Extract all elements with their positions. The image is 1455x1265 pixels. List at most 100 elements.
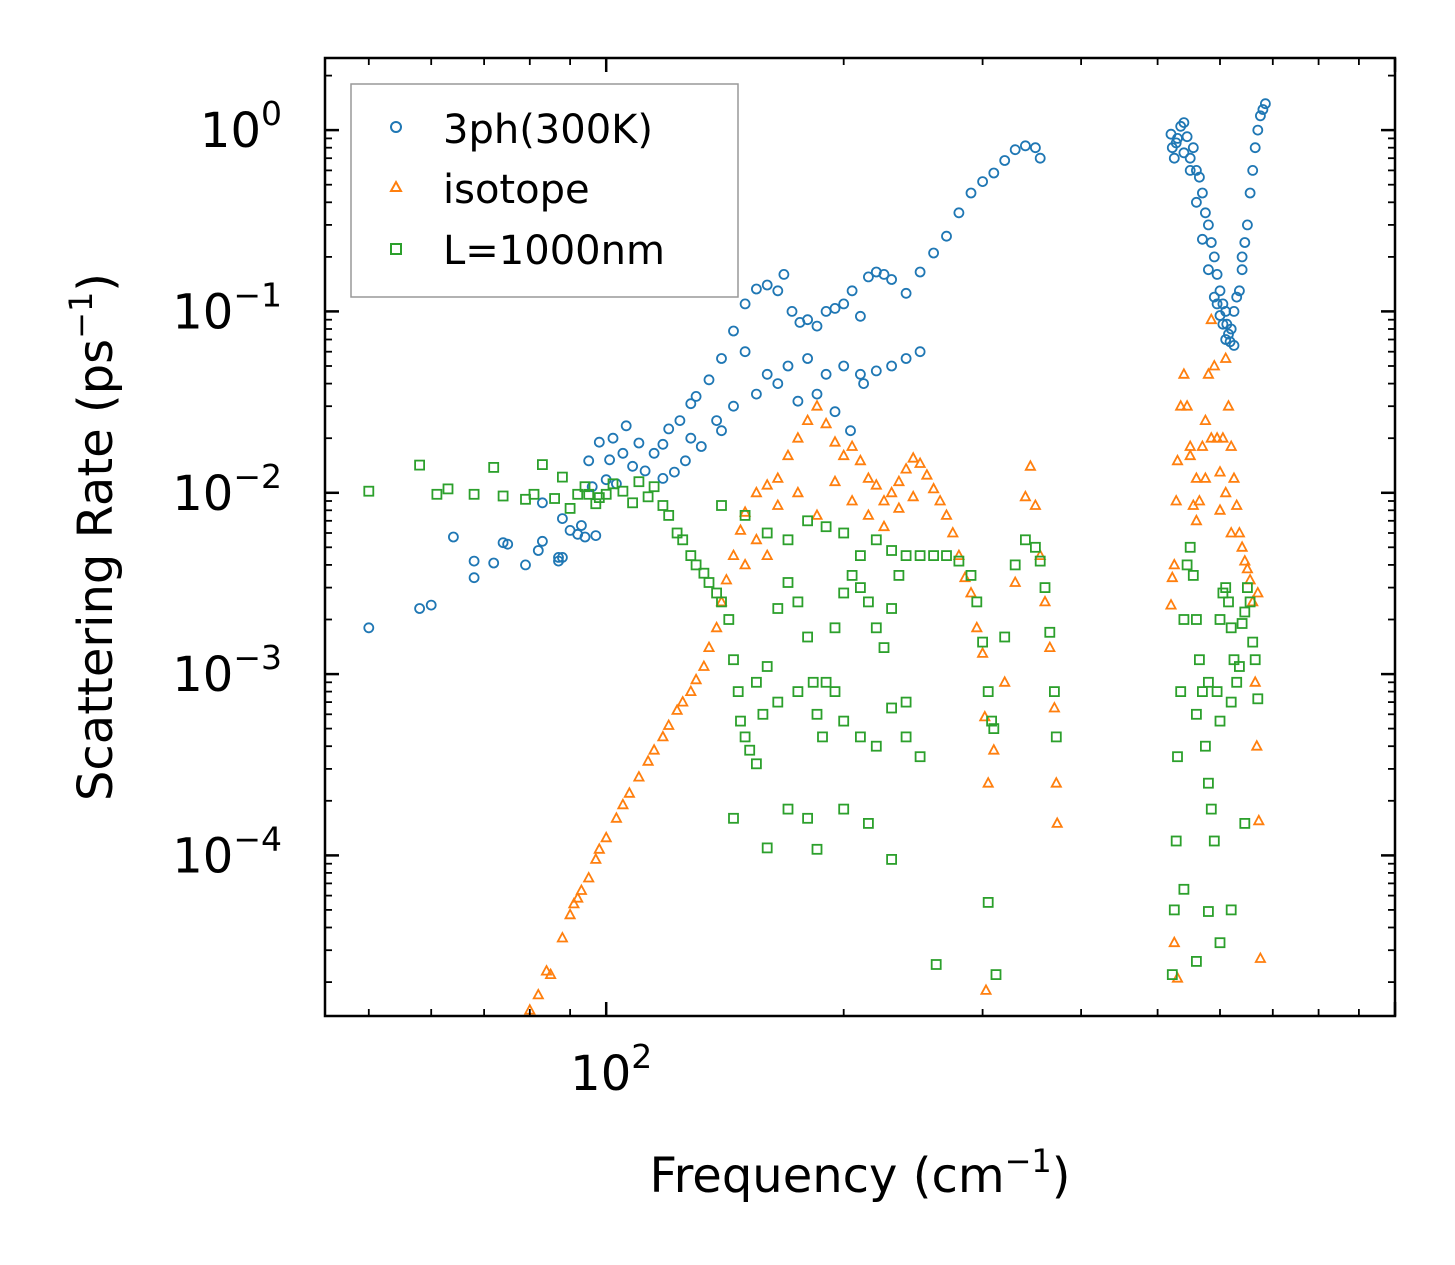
data-point [886, 603, 897, 614]
data-point [1202, 367, 1215, 379]
data-point [791, 431, 805, 443]
data-point [1175, 686, 1187, 697]
data-point [1177, 367, 1191, 379]
data-point [1214, 715, 1226, 727]
data-point [1199, 471, 1212, 483]
data-point [544, 967, 557, 979]
data-point [1250, 739, 1263, 751]
data-point [557, 552, 568, 563]
data-point [711, 415, 722, 427]
data-point [1191, 164, 1202, 176]
data-point [363, 485, 375, 497]
data-point [855, 582, 866, 593]
data-point [715, 595, 728, 607]
data-point [914, 751, 926, 763]
data-point [1170, 494, 1183, 506]
data-point [1260, 98, 1271, 110]
data-point [838, 803, 850, 815]
data-point [1193, 494, 1206, 506]
data-point [792, 395, 804, 407]
data-point [1196, 439, 1209, 451]
data-point [532, 545, 544, 556]
data-point [914, 550, 926, 561]
data-point [1225, 526, 1238, 538]
data-point [1020, 534, 1031, 546]
data-point [468, 572, 480, 584]
data-point [771, 498, 784, 510]
data-point [977, 636, 988, 648]
data-point [1213, 503, 1227, 515]
data-point [1203, 906, 1214, 917]
data-point [1194, 654, 1205, 666]
data-point [1225, 696, 1237, 708]
data-point [1184, 164, 1196, 176]
data-point [870, 365, 882, 377]
data-point [878, 642, 890, 653]
data-point [497, 537, 509, 549]
data-point [952, 548, 966, 560]
data-point [1231, 676, 1243, 688]
data-point [488, 461, 500, 473]
data-point [761, 842, 773, 854]
data-point [1249, 654, 1261, 666]
data-point [1254, 951, 1267, 963]
data-point [1171, 971, 1184, 983]
data-point [663, 423, 675, 435]
data-point [761, 478, 774, 490]
data-point [1174, 399, 1187, 411]
data-point [778, 268, 790, 280]
data-point [1216, 431, 1230, 443]
data-point [802, 812, 813, 824]
data-point [537, 459, 548, 471]
data-point [685, 432, 697, 444]
data-point [732, 686, 744, 697]
data-point [941, 230, 952, 242]
data-point [1024, 459, 1037, 471]
y-tick-label: 10−2 [172, 457, 282, 522]
data-point [1223, 596, 1234, 608]
data-point [838, 360, 850, 372]
data-point [828, 474, 842, 487]
data-point [999, 155, 1011, 166]
data-point [557, 513, 568, 524]
data-point [648, 447, 660, 459]
data-point [1233, 526, 1246, 538]
data-point [845, 439, 859, 451]
data-point [772, 378, 784, 390]
data-point [1044, 626, 1056, 638]
data-point [1211, 268, 1223, 280]
y-tick-label: 100 [200, 94, 282, 159]
data-point [1244, 187, 1256, 199]
data-point [811, 708, 823, 720]
data-point [1168, 558, 1181, 570]
data-point [751, 283, 762, 295]
data-point [870, 534, 882, 546]
data-point [1009, 575, 1022, 587]
data-point [854, 453, 867, 466]
x-axis-label: Frequency (cm−1) [649, 1142, 1070, 1204]
data-point [502, 538, 514, 550]
data-point [604, 454, 615, 466]
data-point [738, 558, 752, 570]
data-point [1178, 117, 1190, 128]
data-point [1208, 359, 1221, 371]
data-point [1236, 618, 1248, 629]
data-point [685, 398, 697, 410]
data-point [1234, 285, 1245, 297]
data-point [627, 497, 638, 509]
data-point [802, 631, 813, 643]
data-point [1051, 816, 1064, 828]
data-point [999, 631, 1011, 643]
data-point [781, 448, 795, 461]
data-point [792, 596, 804, 608]
data-point [976, 646, 989, 658]
data-point [1168, 152, 1180, 164]
data-point [642, 491, 654, 503]
data-point [1194, 171, 1205, 183]
data-point [886, 854, 897, 865]
data-point [750, 532, 763, 545]
data-point [1203, 264, 1214, 276]
data-point [772, 603, 784, 614]
data-point [1184, 448, 1197, 461]
data-point [1239, 606, 1251, 618]
